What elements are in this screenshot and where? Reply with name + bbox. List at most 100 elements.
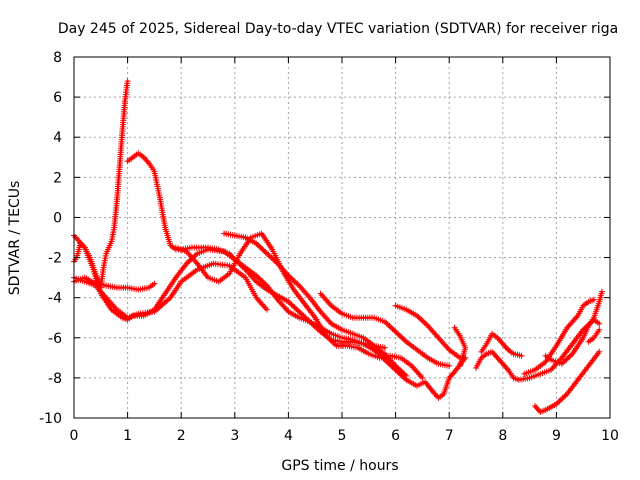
data-point xyxy=(271,248,273,251)
data-point xyxy=(287,311,289,313)
y-tick-label: 0 xyxy=(53,210,62,226)
data-point xyxy=(169,244,172,247)
data-point xyxy=(486,353,488,355)
data-point xyxy=(464,347,466,349)
data-point xyxy=(437,397,440,399)
data-point xyxy=(491,351,493,353)
data-point xyxy=(582,305,584,307)
data-point xyxy=(550,359,552,361)
data-point xyxy=(453,371,456,373)
data-point xyxy=(459,335,461,337)
data-point xyxy=(555,345,558,347)
data-point xyxy=(277,262,279,265)
data-point xyxy=(92,266,94,269)
data-point xyxy=(137,313,139,315)
data-point xyxy=(561,357,563,359)
data-point xyxy=(143,315,145,317)
data-point xyxy=(303,303,306,305)
data-point xyxy=(384,359,386,361)
data-point xyxy=(496,357,499,359)
data-point xyxy=(424,381,426,383)
data-point xyxy=(437,363,440,365)
data-point xyxy=(319,311,322,313)
data-point xyxy=(448,349,450,351)
data-point xyxy=(102,266,105,269)
x-tick-label: 3 xyxy=(230,428,239,444)
data-point xyxy=(244,266,247,269)
data-point xyxy=(480,351,482,353)
data-point xyxy=(507,349,509,351)
data-point xyxy=(405,375,407,377)
data-point xyxy=(587,365,590,367)
data-point xyxy=(593,317,595,319)
data-point xyxy=(330,333,332,335)
data-point xyxy=(566,393,568,395)
data-point xyxy=(545,355,547,357)
data-point xyxy=(395,365,397,367)
x-tick-label: 8 xyxy=(498,428,507,444)
series-track-11 xyxy=(478,330,525,359)
data-point xyxy=(357,347,359,349)
data-point xyxy=(405,379,407,381)
data-point xyxy=(153,170,155,172)
data-point xyxy=(116,200,118,202)
data-point xyxy=(132,315,134,317)
data-point xyxy=(143,156,145,158)
data-point xyxy=(228,252,231,255)
data-point xyxy=(191,246,193,249)
y-tick-label: -4 xyxy=(48,291,62,307)
data-point xyxy=(432,391,434,393)
data-point xyxy=(127,319,129,321)
data-point xyxy=(416,385,418,387)
series-track-14 xyxy=(521,296,597,377)
data-point xyxy=(298,317,300,319)
series-track-16 xyxy=(585,326,603,345)
data-point xyxy=(207,277,209,279)
series-track-2 xyxy=(71,274,158,293)
data-point xyxy=(116,309,118,311)
data-point xyxy=(437,337,440,339)
data-point xyxy=(159,196,161,198)
data-point xyxy=(239,252,241,255)
data-point xyxy=(287,301,289,303)
data-point xyxy=(287,275,289,277)
series-track-8 xyxy=(317,290,453,369)
data-point xyxy=(601,291,603,293)
data-point xyxy=(405,341,407,343)
data-point xyxy=(582,329,584,331)
y-tick-label: 8 xyxy=(53,50,62,66)
data-point xyxy=(164,226,166,229)
x-tick-label: 0 xyxy=(70,428,79,444)
data-point xyxy=(127,287,129,289)
data-point xyxy=(395,305,397,307)
data-point xyxy=(384,353,386,355)
data-point xyxy=(218,281,220,283)
data-point xyxy=(352,317,354,319)
y-tick-label: 2 xyxy=(53,170,62,186)
data-point xyxy=(362,337,365,339)
data-point xyxy=(518,379,520,381)
data-point xyxy=(255,275,257,277)
data-point xyxy=(373,345,375,347)
data-point xyxy=(507,369,509,371)
data-point xyxy=(309,321,311,323)
x-tick-label: 4 xyxy=(284,428,293,444)
data-point xyxy=(411,365,413,367)
data-point xyxy=(196,268,198,271)
data-point xyxy=(395,331,397,333)
data-point xyxy=(512,377,515,379)
x-tick-label: 1 xyxy=(123,428,132,444)
y-tick-label: -6 xyxy=(48,331,62,347)
data-point xyxy=(416,349,418,351)
data-point xyxy=(571,343,574,345)
data-point xyxy=(587,341,590,343)
y-tick-label: 4 xyxy=(53,130,62,146)
data-point xyxy=(486,343,488,345)
data-point xyxy=(336,345,338,347)
data-point xyxy=(395,369,397,371)
data-point xyxy=(127,160,129,162)
data-point xyxy=(480,357,482,359)
data-point xyxy=(266,252,268,255)
